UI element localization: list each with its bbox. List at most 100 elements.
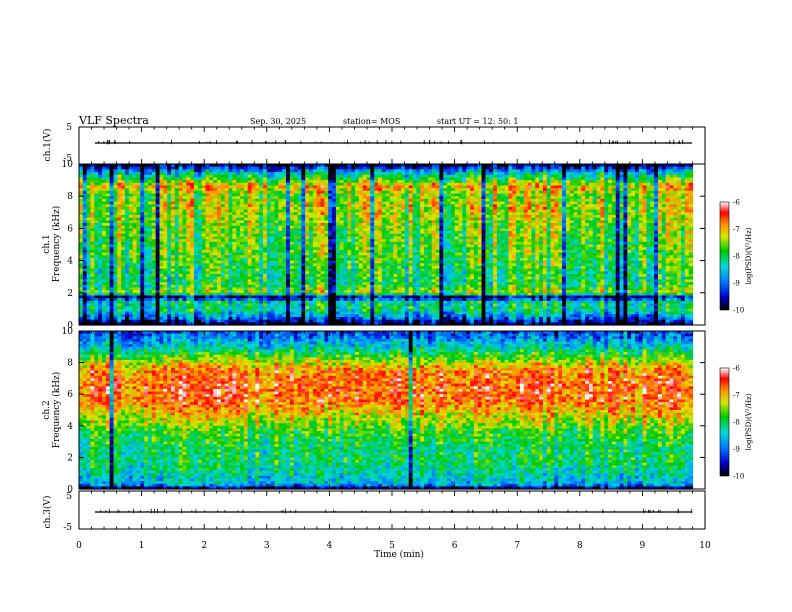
- spectrogram-cell: [82, 212, 88, 216]
- spectrogram-cell: [243, 292, 249, 297]
- spectrogram-cell: [324, 182, 329, 187]
- spectrogram-cell: [82, 233, 88, 238]
- spectrogram-cell: [197, 316, 203, 321]
- spectrogram-cell: [159, 287, 164, 291]
- spectrogram-cell: [358, 268, 364, 272]
- spectrogram-cell: [259, 247, 264, 251]
- spectrogram-cell: [282, 271, 287, 275]
- spectrogram-cell: [197, 172, 203, 176]
- spectrogram-cell: [79, 306, 84, 310]
- spectrogram-cell: [213, 228, 218, 232]
- spectrogram-cell: [247, 287, 253, 291]
- spectrogram-cell: [389, 279, 394, 283]
- spectrogram-cell: [186, 306, 191, 310]
- spectrogram-cell: [366, 220, 371, 224]
- spectrogram-cell: [332, 177, 337, 181]
- spectrogram-cell: [362, 166, 368, 170]
- spectrogram-cell: [266, 169, 272, 173]
- spectrogram-cell: [385, 185, 391, 189]
- spectrogram-cell: [98, 223, 103, 227]
- spectrogram-cell: [205, 166, 210, 170]
- spectrogram-cell: [385, 306, 391, 310]
- spectrogram-cell: [190, 169, 195, 173]
- spectrogram-cell: [197, 265, 203, 270]
- spectrogram-cell: [278, 196, 283, 200]
- spectrogram-cell: [113, 188, 118, 192]
- spectrogram-cell: [374, 255, 379, 259]
- spectrogram-cell: [389, 282, 394, 286]
- spectrogram-cell: [243, 220, 249, 224]
- spectrogram-cell: [201, 308, 207, 313]
- spectrogram-cell: [370, 290, 375, 294]
- spectrogram-cell: [309, 212, 314, 216]
- spectrogram-cell: [332, 225, 337, 229]
- spectrogram-cell: [362, 231, 368, 235]
- spectrogram-cell: [374, 292, 379, 297]
- spectrogram-cell: [79, 265, 84, 270]
- spectrogram-cell: [274, 172, 279, 176]
- spectrogram-cell: [347, 193, 352, 197]
- spectrogram-cell: [102, 249, 107, 254]
- spectrogram-cell: [301, 265, 306, 270]
- spectrogram-cell: [94, 276, 99, 280]
- spectrogram-cell: [228, 188, 233, 192]
- spectrogram-cell: [263, 220, 268, 224]
- spectrogram-cell: [197, 196, 203, 200]
- spectrogram-cell: [332, 274, 337, 278]
- spectrogram-cell: [309, 295, 314, 299]
- spectrogram-cell: [174, 287, 180, 291]
- spectrogram-cell: [220, 287, 226, 291]
- spectrogram-cell: [332, 206, 337, 211]
- spectrogram-cell: [113, 209, 118, 213]
- spectrogram-cell: [205, 311, 210, 315]
- spectrogram-cell: [217, 295, 222, 299]
- spectrogram-cell: [186, 255, 191, 259]
- spectrogram-cell: [163, 274, 168, 278]
- spectrogram-cell: [167, 209, 172, 213]
- spectrogram-cell: [186, 180, 191, 184]
- spectrogram-cell: [90, 252, 95, 256]
- spectrogram-cell: [236, 298, 241, 302]
- spectrogram-cell: [289, 260, 295, 264]
- spectrogram-cell: [378, 276, 383, 280]
- spectrogram-cell: [312, 231, 318, 235]
- spectrogram-cell: [148, 177, 153, 181]
- spectrogram-cell: [351, 185, 356, 189]
- spectrogram-cell: [297, 182, 302, 187]
- spectrogram-cell: [282, 185, 287, 189]
- spectrogram-cell: [274, 276, 279, 280]
- spectrogram-cell: [109, 284, 115, 289]
- spectrogram-cell: [293, 298, 299, 302]
- spectrogram-cell: [297, 279, 302, 283]
- spectrogram-cell: [86, 311, 92, 315]
- spectrogram-cell: [236, 217, 241, 221]
- spectrogram-cell: [301, 282, 306, 286]
- spectrogram-cell: [232, 236, 237, 240]
- spectrogram-cell: [105, 188, 111, 192]
- spectrogram-cell: [251, 316, 256, 321]
- spectrogram-cell: [197, 228, 203, 232]
- spectrogram-cell: [232, 263, 237, 267]
- spectrogram-cell: [148, 295, 153, 299]
- spectrogram-cell: [167, 255, 172, 259]
- spectrogram-cell: [324, 265, 329, 270]
- spectrogram-cell: [155, 169, 161, 173]
- spectrogram-cell: [240, 274, 245, 278]
- spectrogram-cell: [144, 193, 149, 197]
- spectrogram-cell: [213, 290, 218, 294]
- spectrogram-cell: [355, 268, 360, 272]
- spectrogram-cell: [266, 265, 272, 270]
- spectrogram-cell: [289, 314, 295, 318]
- spectrogram-cell: [335, 260, 341, 264]
- spectrogram-cell: [358, 290, 364, 294]
- spectrogram-cell: [128, 217, 134, 221]
- spectrogram-cell: [389, 298, 394, 302]
- spectrogram-cell: [132, 271, 138, 275]
- spectrogram-cell: [144, 255, 149, 259]
- spectrogram-cell: [266, 225, 272, 229]
- spectrogram-cell: [370, 279, 375, 283]
- spectrogram-cell: [335, 185, 341, 189]
- spectrogram-cell: [385, 295, 391, 299]
- spectrogram-cell: [98, 201, 103, 205]
- spectrogram-cell: [236, 316, 241, 321]
